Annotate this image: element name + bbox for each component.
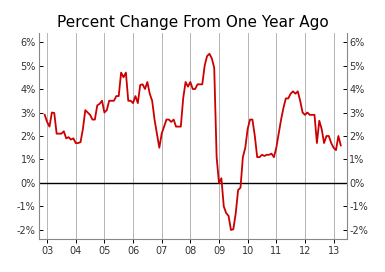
Title: Percent Change From One Year Ago: Percent Change From One Year Ago bbox=[57, 15, 328, 30]
